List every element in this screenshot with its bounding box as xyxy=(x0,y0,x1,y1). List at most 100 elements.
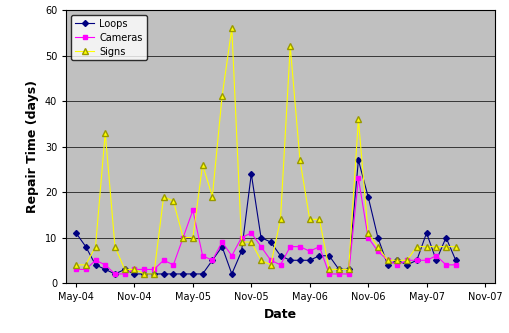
Cameras xyxy=(267,258,273,262)
Cameras xyxy=(422,258,429,262)
Loops xyxy=(403,263,409,267)
Legend: Loops, Cameras, Signs: Loops, Cameras, Signs xyxy=(71,15,146,60)
Cameras xyxy=(180,235,186,239)
Loops xyxy=(122,267,128,271)
Loops xyxy=(325,254,331,258)
Signs xyxy=(413,245,419,249)
Loops xyxy=(442,235,448,239)
Loops xyxy=(364,194,371,198)
Signs xyxy=(258,258,264,262)
Cameras xyxy=(325,272,331,276)
Cameras xyxy=(335,272,342,276)
Signs xyxy=(403,258,409,262)
Loops xyxy=(267,240,273,244)
Cameras xyxy=(355,176,361,180)
Signs xyxy=(374,245,380,249)
Loops xyxy=(345,267,351,271)
Loops xyxy=(296,258,302,262)
Loops xyxy=(316,254,322,258)
Signs xyxy=(199,163,205,167)
Loops xyxy=(287,258,293,262)
Cameras xyxy=(345,272,351,276)
Cameras xyxy=(413,258,419,262)
Loops xyxy=(151,272,157,276)
Loops xyxy=(73,231,79,235)
Loops xyxy=(335,267,342,271)
Signs xyxy=(122,267,128,271)
Signs xyxy=(209,194,215,198)
Cameras xyxy=(209,258,215,262)
Signs xyxy=(432,245,438,249)
Cameras xyxy=(296,245,302,249)
Line: Loops: Loops xyxy=(74,158,457,276)
Loops xyxy=(422,231,429,235)
Cameras xyxy=(306,249,312,253)
Signs xyxy=(102,131,108,135)
Cameras xyxy=(432,254,438,258)
Cameras xyxy=(364,235,371,239)
Cameras xyxy=(189,208,195,212)
Loops xyxy=(111,272,118,276)
Cameras xyxy=(131,267,137,271)
Cameras xyxy=(374,249,380,253)
Signs xyxy=(180,235,186,239)
Cameras xyxy=(82,267,89,271)
Signs xyxy=(384,258,390,262)
Signs xyxy=(355,117,361,121)
Cameras xyxy=(160,258,166,262)
Loops xyxy=(160,272,166,276)
Signs xyxy=(422,245,429,249)
Cameras xyxy=(141,267,147,271)
Signs xyxy=(316,217,322,221)
Loops xyxy=(170,272,176,276)
Loops xyxy=(277,254,283,258)
Loops xyxy=(393,258,400,262)
Line: Cameras: Cameras xyxy=(74,176,457,276)
Loops xyxy=(199,272,205,276)
Signs xyxy=(306,217,312,221)
Loops xyxy=(141,272,147,276)
Signs xyxy=(325,267,331,271)
Loops xyxy=(413,258,419,262)
Loops xyxy=(248,172,254,176)
Loops xyxy=(131,272,137,276)
Signs xyxy=(452,245,458,249)
Loops xyxy=(258,235,264,239)
Signs xyxy=(141,272,147,276)
Loops xyxy=(432,258,438,262)
Signs xyxy=(229,26,235,30)
Signs xyxy=(248,240,254,244)
Cameras xyxy=(316,245,322,249)
Loops xyxy=(218,245,224,249)
Signs xyxy=(170,199,176,203)
Signs xyxy=(335,267,342,271)
Cameras xyxy=(403,258,409,262)
Cameras xyxy=(287,245,293,249)
X-axis label: Date: Date xyxy=(264,308,296,321)
Cameras xyxy=(122,272,128,276)
Signs xyxy=(364,231,371,235)
Loops xyxy=(355,158,361,162)
Signs xyxy=(442,245,448,249)
Cameras xyxy=(384,258,390,262)
Loops xyxy=(92,263,98,267)
Loops xyxy=(306,258,312,262)
Cameras xyxy=(170,263,176,267)
Signs xyxy=(393,258,400,262)
Cameras xyxy=(218,240,224,244)
Signs xyxy=(160,194,166,198)
Cameras xyxy=(229,254,235,258)
Signs xyxy=(131,267,137,271)
Cameras xyxy=(393,263,400,267)
Signs xyxy=(345,267,351,271)
Loops xyxy=(452,258,458,262)
Loops xyxy=(374,235,380,239)
Cameras xyxy=(452,263,458,267)
Loops xyxy=(189,272,195,276)
Signs xyxy=(218,95,224,99)
Signs xyxy=(151,272,157,276)
Signs xyxy=(111,245,118,249)
Loops xyxy=(209,258,215,262)
Cameras xyxy=(92,258,98,262)
Signs xyxy=(277,217,283,221)
